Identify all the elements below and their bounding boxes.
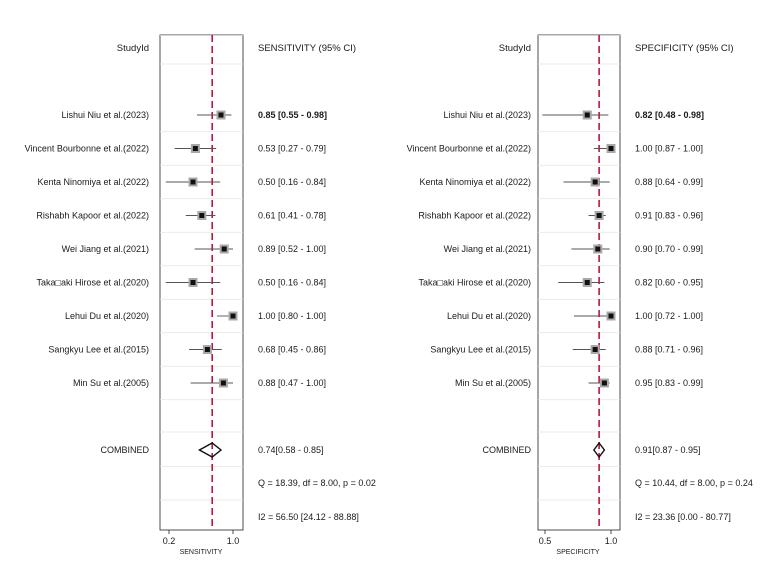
study-id-header: StudyId	[117, 43, 149, 54]
study-ci-value: 0.88 [0.47 - 1.00]	[258, 378, 326, 388]
study-ci-value: 0.91 [0.83 - 0.96]	[635, 211, 703, 221]
study-ci-value: 0.82 [0.60 - 0.95]	[635, 278, 703, 288]
combined-diamond	[592, 441, 606, 459]
study-label: Lehui Du et al.(2020)	[65, 311, 149, 321]
study-ci-value: 0.68 [0.45 - 0.86]	[258, 345, 326, 355]
study-label: Sangkyu Lee et al.(2015)	[48, 345, 149, 355]
study-ci-value: 0.50 [0.16 - 0.84]	[258, 177, 326, 187]
study-ci-value: 0.90 [0.70 - 0.99]	[635, 244, 703, 254]
study-ci-value: 1.00 [0.80 - 1.00]	[258, 311, 326, 321]
study-ci-value: 0.95 [0.83 - 0.99]	[635, 378, 703, 388]
study-label: Vincent Bourbonne et al.(2022)	[25, 144, 149, 154]
heterogeneity-q: Q = 18.39, df = 8.00, p = 0.02	[258, 478, 376, 488]
combined-ci-value: 0.91[0.87 - 0.95]	[635, 445, 701, 455]
plot-frame	[159, 34, 244, 531]
study-label: Kenta Ninomiya et al.(2022)	[419, 177, 531, 187]
study-ci-value: 1.00 [0.87 - 1.00]	[635, 144, 703, 154]
combined-label: COMBINED	[100, 445, 149, 455]
point-estimate	[204, 347, 210, 352]
point-estimate	[584, 280, 590, 285]
combined-diamond	[197, 442, 223, 458]
point-estimate	[192, 146, 198, 151]
x-tick-label: 0.5	[539, 536, 552, 546]
study-label: Vincent Bourbonne et al.(2022)	[407, 144, 531, 154]
study-label: Wei Jiang et al.(2021)	[444, 244, 531, 254]
study-label: Min Su et al.(2005)	[73, 378, 149, 388]
study-ci-value: 0.82 [0.48 - 0.98]	[635, 110, 704, 120]
study-ci-value: 1.00 [0.72 - 1.00]	[635, 311, 703, 321]
study-ci-value: 0.53 [0.27 - 0.79]	[258, 144, 326, 154]
study-id-header: StudyId	[499, 43, 531, 54]
study-label: Lishui Niu et al.(2023)	[443, 110, 531, 120]
point-estimate	[592, 179, 598, 185]
study-label: Lishui Niu et al.(2023)	[61, 110, 149, 120]
combined-ci-value: 0.74[0.58 - 0.85]	[258, 445, 324, 455]
point-estimate	[608, 313, 614, 319]
study-ci-value: 0.89 [0.52 - 1.00]	[258, 244, 326, 254]
study-label: Min Su et al.(2005)	[455, 378, 531, 388]
study-ci-value: 0.85 [0.55 - 0.98]	[258, 110, 327, 120]
study-label: Kenta Ninomiya et al.(2022)	[37, 177, 149, 187]
panel-sensitivity: StudyId SENSITIVITY (95% CI) Lishui Niu et…	[25, 34, 376, 556]
study-label: Wei Jiang et al.(2021)	[62, 244, 149, 254]
x-tick-label: 1.0	[605, 536, 618, 546]
point-estimate	[221, 246, 227, 252]
sensitivity-ci-header: SENSITIVITY (95% CI)	[258, 43, 356, 54]
point-estimate	[596, 213, 602, 218]
x-axis-label: SPECIFICITY	[556, 549, 600, 556]
point-estimate	[601, 380, 607, 386]
study-label: Sangkyu Lee et al.(2015)	[430, 345, 531, 355]
point-estimate	[220, 380, 226, 386]
point-estimate	[230, 313, 236, 319]
study-label: Taka□aki Hirose et al.(2020)	[419, 278, 532, 288]
study-ci-value: 0.88 [0.71 - 0.96]	[635, 345, 703, 355]
study-ci-value: 0.88 [0.64 - 0.99]	[635, 177, 703, 187]
combined-label: COMBINED	[482, 445, 531, 455]
study-label: Lehui Du et al.(2020)	[447, 311, 531, 321]
plot-frame	[537, 34, 621, 531]
point-estimate	[584, 112, 590, 118]
study-ci-value: 0.50 [0.16 - 0.84]	[258, 278, 326, 288]
study-ci-value: 0.61 [0.41 - 0.78]	[258, 211, 326, 221]
point-estimate	[190, 179, 196, 185]
point-estimate	[218, 112, 224, 118]
point-estimate	[592, 347, 598, 352]
study-label: Taka□aki Hirose et al.(2020)	[37, 278, 150, 288]
x-tick-label: 1.0	[227, 536, 240, 546]
point-estimate	[199, 213, 205, 218]
point-estimate	[190, 280, 196, 285]
heterogeneity-q: Q = 10.44, df = 8.00, p = 0.24	[635, 478, 753, 488]
x-tick-label: 0.2	[163, 536, 176, 546]
panel-specificity: StudyId SPECIFICITY (95% CI) Lishui Niu et…	[407, 34, 753, 556]
x-axis-label: SENSITIVITY	[180, 549, 223, 556]
point-estimate	[608, 146, 614, 151]
point-estimate	[595, 246, 601, 252]
study-label: Rishabh Kapoor et al.(2022)	[418, 211, 531, 221]
heterogeneity-i2: I2 = 23.36 [0.00 - 80.77]	[635, 512, 731, 522]
heterogeneity-i2: I2 = 56.50 [24.12 - 88.88]	[258, 512, 359, 522]
specificity-ci-header: SPECIFICITY (95% CI)	[635, 43, 734, 54]
study-label: Rishabh Kapoor et al.(2022)	[36, 211, 149, 221]
